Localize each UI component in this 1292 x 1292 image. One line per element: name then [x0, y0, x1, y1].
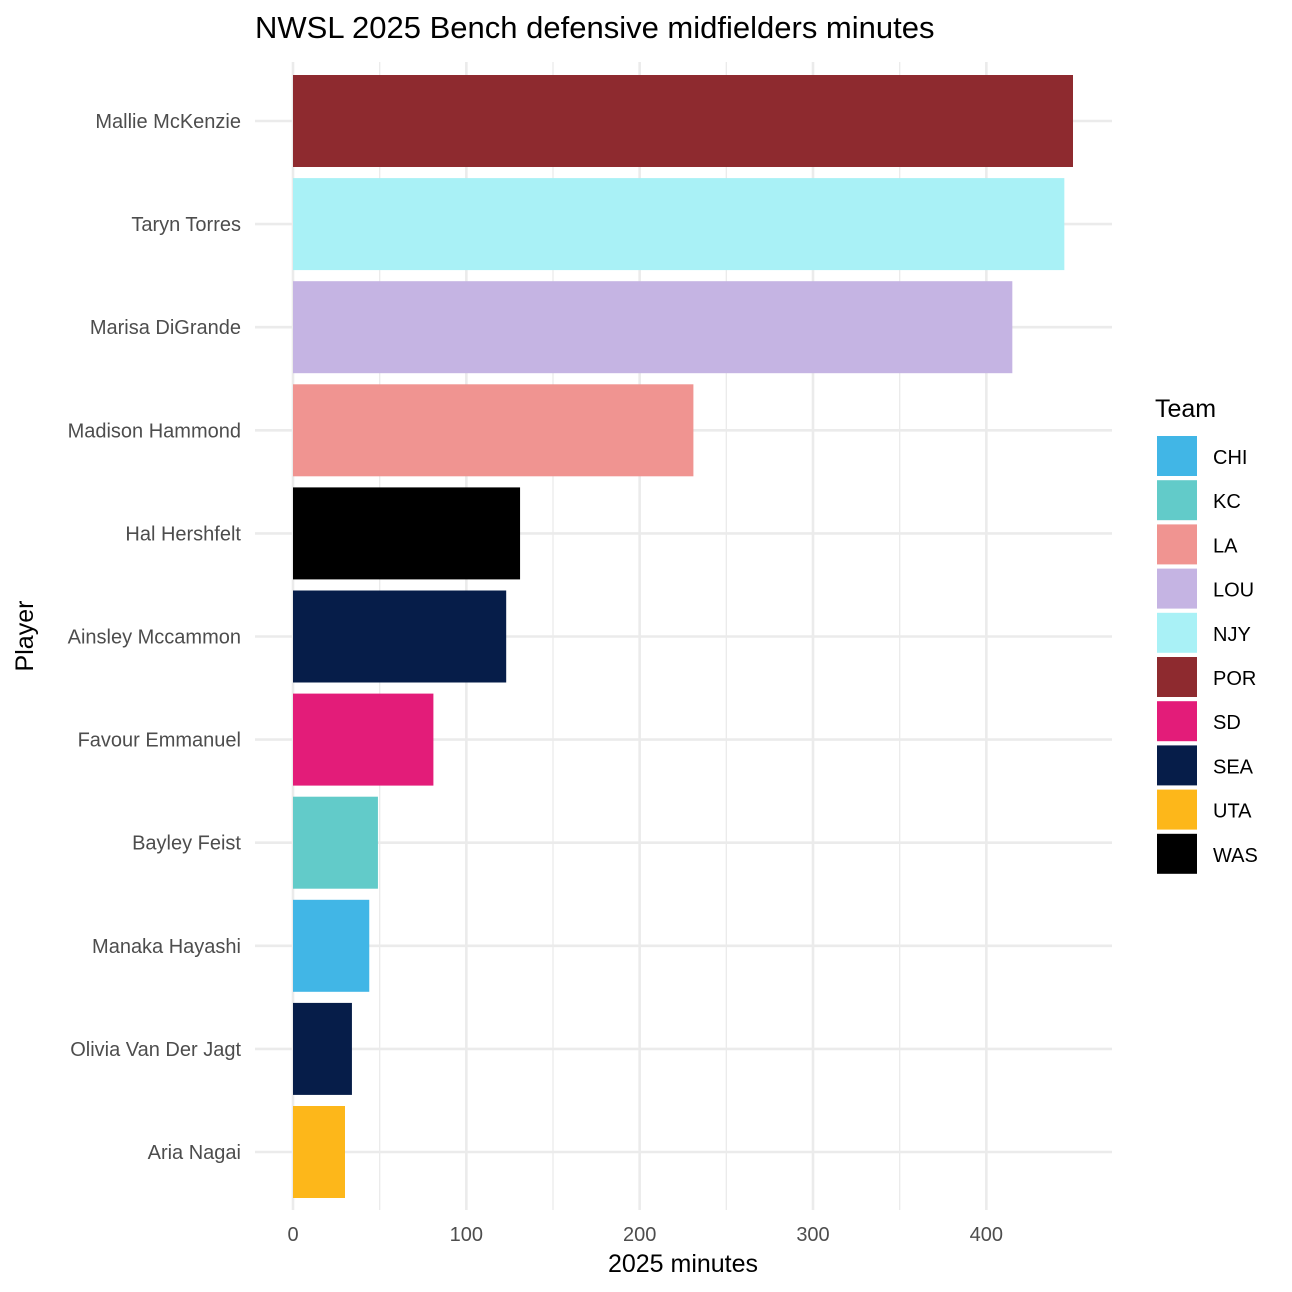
legend-label: UTA [1213, 801, 1252, 823]
legend-key [1157, 524, 1197, 565]
legend-key [1157, 568, 1197, 609]
y-tick-label: Mallie McKenzie [95, 111, 241, 133]
y-tick-label: Madison Hammond [68, 420, 241, 442]
bar [293, 590, 507, 683]
bar [293, 75, 1073, 167]
legend-title: Team [1155, 395, 1216, 423]
legend-label: LOU [1213, 580, 1254, 602]
x-tick-label: 300 [796, 1224, 829, 1246]
bars [293, 75, 1073, 1198]
legend-key [1157, 612, 1197, 653]
legend-label: WAS [1213, 845, 1258, 867]
y-tick-label: Favour Emmanuel [78, 730, 241, 752]
bar [293, 1002, 352, 1095]
legend: Team CHI KC LA LOU NJY POR SD SEA UTA WAS [1155, 395, 1258, 874]
bar [293, 899, 370, 992]
y-tick-label: Marisa DiGrande [90, 317, 241, 339]
legend-label: NJY [1213, 624, 1251, 646]
legend-label: CHI [1213, 447, 1247, 469]
legend-label: KC [1213, 491, 1241, 513]
x-tick-label: 100 [450, 1224, 483, 1246]
bar [293, 281, 1013, 374]
bar [293, 1106, 345, 1198]
x-axis-tick-labels: 0 100 200 300 400 [287, 1224, 1003, 1246]
y-tick-label: Aria Nagai [148, 1142, 241, 1164]
y-axis-title: Player [11, 601, 39, 672]
legend-key [1157, 657, 1197, 697]
y-tick-label: Taryn Torres [131, 214, 241, 236]
legend-key [1157, 436, 1197, 476]
x-tick-label: 0 [287, 1224, 298, 1246]
y-tick-label: Olivia Van Der Jagt [70, 1039, 241, 1061]
y-axis-tick-labels: Mallie McKenzie Taryn Torres Marisa DiGran… [68, 111, 242, 1164]
y-tick-label: Ainsley Mccammon [68, 627, 241, 649]
legend-label: LA [1213, 535, 1238, 557]
legend-label: POR [1213, 668, 1256, 690]
x-tick-label: 200 [623, 1224, 656, 1246]
bar [293, 178, 1065, 271]
legend-label: SD [1213, 712, 1241, 734]
x-tick-label: 400 [970, 1224, 1003, 1246]
legend-key [1157, 480, 1197, 521]
bar [293, 384, 694, 477]
bar [293, 693, 434, 786]
bar [293, 487, 521, 580]
legend-key [1157, 789, 1197, 830]
y-tick-label: Bayley Feist [132, 833, 241, 855]
y-tick-label: Manaka Hayashi [92, 936, 241, 958]
bar [293, 796, 378, 889]
chart-title: NWSL 2025 Bench defensive midfielders mi… [255, 10, 934, 45]
legend-key [1157, 701, 1197, 742]
x-axis-title: 2025 minutes [608, 1250, 758, 1278]
y-tick-label: Hal Hershfelt [125, 523, 241, 545]
legend-key [1157, 833, 1197, 874]
legend-label: SEA [1213, 756, 1254, 778]
legend-key [1157, 745, 1197, 786]
